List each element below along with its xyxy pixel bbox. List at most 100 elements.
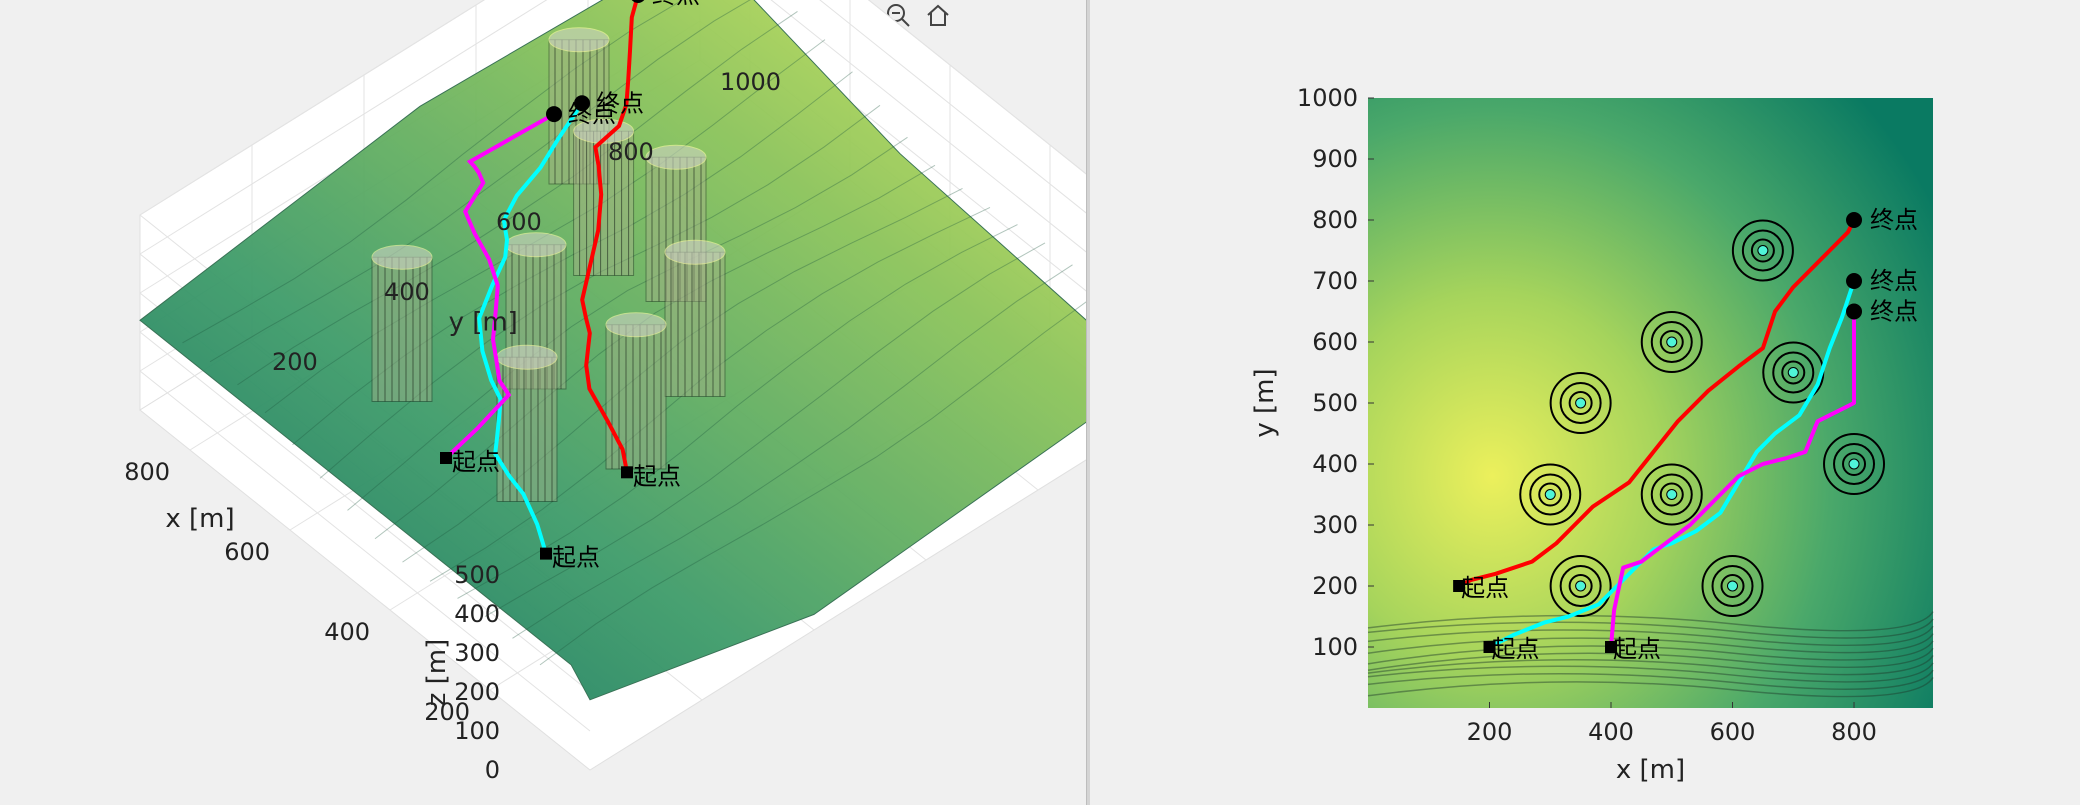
end-marker — [546, 106, 562, 123]
path-3d-0 — [580, 0, 639, 473]
start-marker — [540, 547, 552, 560]
start-marker — [1605, 641, 1618, 653]
threat-ring — [1529, 473, 1572, 516]
start-label: 起点 — [1492, 635, 1540, 663]
threat-ring — [1842, 452, 1867, 476]
y-tick-label: 800 — [1312, 206, 1358, 234]
terrain-contour — [374, 164, 936, 540]
x-tick-label: 800 — [1831, 718, 1877, 746]
y-axis-label: y [m] — [449, 308, 518, 338]
threat-zone — [1549, 372, 1612, 434]
end-marker — [574, 95, 590, 112]
cylinder-body — [605, 324, 667, 470]
end-marker — [631, 0, 645, 3]
path-line-1 — [1488, 280, 1856, 649]
start-marker — [1453, 580, 1466, 592]
left-axes-panel: 起点终点起点终点起点终点0100200300400500200400600800… — [0, 0, 1086, 805]
terrain-contour — [539, 301, 1086, 666]
threat-zone — [1731, 219, 1794, 282]
threat-ring — [1640, 311, 1703, 373]
start-label: 起点 — [633, 462, 681, 490]
cylinder-body — [573, 130, 635, 276]
terrain-texture — [1367, 633, 1934, 654]
y-axis-label: y [m] — [1250, 368, 1280, 437]
threat-center — [1575, 397, 1587, 409]
threat-ring — [1559, 382, 1602, 424]
threat-cylinder — [496, 344, 558, 503]
start-label: 起点 — [1461, 574, 1509, 602]
path-3d-1 — [477, 102, 584, 555]
terrain-texture — [1367, 677, 1934, 698]
terrain-contour — [429, 207, 991, 582]
threat-ring — [1549, 555, 1612, 617]
end-label: 终点 — [568, 100, 616, 128]
x-tick-label: 200 — [424, 698, 470, 726]
axes-3d: 起点终点起点终点起点终点0100200300400500200400600800… — [124, 0, 1086, 784]
threat-ring — [1659, 482, 1684, 507]
home-icon[interactable] — [920, 0, 956, 30]
terrain-texture — [1367, 662, 1934, 683]
start-marker — [1483, 641, 1496, 653]
start-label: 起点 — [1613, 635, 1661, 663]
start-label: 起点 — [552, 544, 600, 572]
x-tick-label: 800 — [124, 458, 170, 486]
threat-ring — [1781, 360, 1806, 385]
y-tick-label: 200 — [272, 348, 318, 376]
terrain-contour — [347, 136, 908, 511]
threat-cylinder — [605, 312, 667, 470]
threat-ring — [1659, 330, 1684, 354]
x-tick-label: 200 — [1467, 718, 1513, 746]
z-axis-label: z [m] — [422, 639, 452, 707]
threat-center — [1757, 245, 1769, 256]
threat-center — [1666, 336, 1678, 348]
terrain-texture — [1367, 640, 1934, 665]
start-marker — [621, 466, 633, 479]
threat-ring — [1650, 321, 1693, 363]
zoom-out-icon[interactable] — [880, 0, 916, 30]
cylinder-body — [371, 256, 433, 403]
y-tick-label: 700 — [1312, 267, 1358, 295]
threat-ring — [1731, 219, 1794, 282]
right-axes-panel: 起点 终点 起点 终点 起点 终点 100 200 300 400 500 600 700 800 900 1… — [1090, 0, 2080, 805]
terrain-texture — [1367, 655, 1934, 676]
cylinder-top — [645, 144, 707, 170]
start-label: 起点 — [452, 448, 500, 476]
cylinder-body — [645, 156, 707, 302]
chart-3d-terrain[interactable]: 起点终点起点终点起点终点0100200300400500200400600800… — [0, 0, 1086, 805]
threat-zone — [1640, 311, 1703, 373]
y-tick-label: 800 — [608, 138, 654, 166]
end-label: 终点 — [1870, 298, 1918, 326]
threat-ring — [1750, 238, 1775, 263]
terrain-contour — [292, 71, 853, 446]
y-tick-label: 400 — [384, 278, 430, 306]
x-axis-label: x [m] — [165, 504, 234, 534]
threat-cylinder — [664, 239, 726, 397]
path-line-2 — [1609, 311, 1857, 648]
threat-ring — [1720, 574, 1745, 598]
cylinder-top — [605, 312, 667, 338]
terrain-contour — [484, 242, 1046, 618]
y-tick-label: 1000 — [1297, 84, 1358, 112]
cylinder-top — [371, 244, 433, 270]
x-tick-label: 400 — [1588, 718, 1634, 746]
heatmap-area — [1368, 98, 1933, 708]
threat-ring — [1549, 372, 1612, 434]
threat-ring — [1701, 555, 1764, 617]
z-tick-label: 100 — [454, 717, 500, 745]
y-tick-label: 500 — [1312, 389, 1358, 417]
z-tick-label: 500 — [454, 561, 500, 589]
panel-splitter[interactable] — [1086, 0, 1091, 805]
y-tick-label: 900 — [1312, 145, 1358, 173]
threat-cylinder — [645, 144, 707, 302]
threat-cylinder — [371, 244, 433, 403]
x-axis-label: x [m] — [1616, 755, 1685, 785]
x-tick-label: 600 — [224, 538, 270, 566]
threat-zone — [1823, 433, 1886, 495]
threat-zone — [1549, 555, 1612, 617]
end-marker — [1846, 273, 1863, 289]
end-marker — [1846, 212, 1863, 228]
terrain-texture — [1367, 647, 1934, 671]
threat-zone — [1519, 463, 1582, 526]
threat-center — [1575, 580, 1587, 592]
